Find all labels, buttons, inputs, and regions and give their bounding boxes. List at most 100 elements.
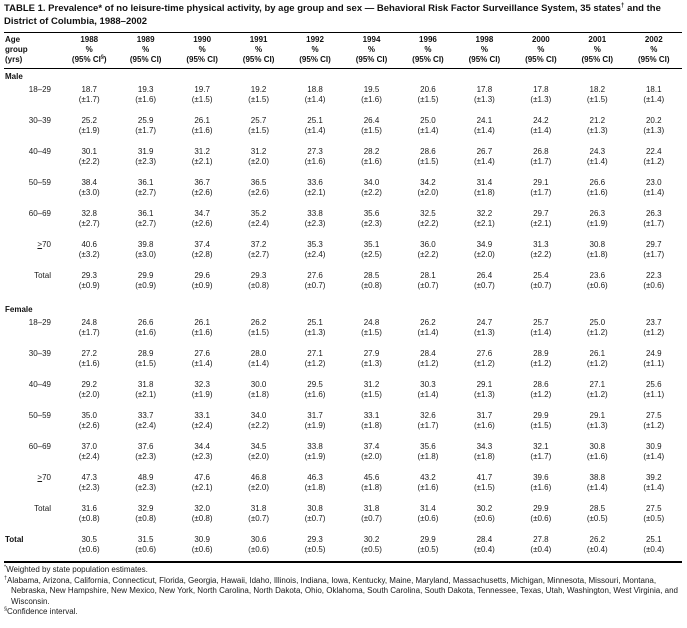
prevalence-value: 38.4 (81, 178, 98, 187)
data-cell: 32.1 (±1.7) (513, 442, 569, 473)
ci-value: (±1.7) (643, 219, 665, 228)
row-label: 40–49 (28, 147, 51, 156)
prevalence-value: 28.6 (533, 380, 549, 389)
prevalence-value: 25.7 (533, 318, 549, 327)
ci-value: (±1.4) (304, 95, 326, 104)
data-cell: 46.8 (±2.0) (230, 473, 286, 504)
ci-value: (±0.5) (643, 514, 665, 523)
ci-value: (±1.6) (586, 452, 608, 461)
prevalence-value: 18.8 (307, 85, 323, 94)
data-cell: 25.0 (±1.4) (400, 116, 456, 147)
data-row: Total 29.3 (±0.9) 29.9 (±0.9) 29.6 (±0.9) 29.3(… (4, 271, 682, 302)
ci-value: (±2.3) (304, 219, 326, 228)
ci-value: (±0.5) (304, 545, 326, 554)
ci-value: (±0.8) (135, 514, 157, 523)
data-cell: 23.6 (±0.6) (569, 271, 625, 302)
prevalence-value: 46.3 (307, 473, 323, 482)
data-cell: 32.0 (±0.8) (174, 504, 230, 535)
ci-value: (±1.4) (473, 157, 495, 166)
prevalence-value: 29.9 (533, 411, 549, 420)
ci-value: (±1.2) (586, 359, 608, 368)
row-label: 60–69 (28, 209, 51, 218)
row-label: 50–59 (28, 178, 51, 187)
ci-value: (±1.8) (361, 421, 382, 430)
prevalence-value: 29.9 (533, 504, 549, 513)
data-cell: 27.6 (±1.4) (174, 349, 230, 380)
year-column-header: 1991% (95% CI) (230, 32, 287, 69)
data-cell: 28.4 (±1.2) (400, 349, 456, 380)
data-cell: 19.5 (±1.6) (343, 85, 399, 116)
ci-value: (±1.5) (417, 95, 439, 104)
prevalence-value: 34.4 (194, 442, 210, 451)
footnote-text: Weighted by state population estimates. (6, 565, 148, 574)
ci-value: (±0.8) (78, 514, 100, 523)
data-cell: 20.2 (±1.3) (626, 116, 682, 147)
data-cell: 37.2 (±2.7) (230, 240, 286, 271)
data-cell: 25.1 (±0.4) (625, 535, 682, 563)
prevalence-value: 38.8 (589, 473, 606, 482)
footnote-text: Alabama, Arizona, California, Connecticu… (7, 575, 678, 606)
prevalence-value: 25.7 (250, 116, 267, 125)
ci-value: (±0.6) (473, 514, 495, 523)
ci-value: (±1.4) (417, 390, 439, 399)
prevalence-value: 47.3 (81, 473, 98, 482)
ci-value: (±1.2) (304, 359, 326, 368)
prevalence-value: 34.3 (476, 442, 493, 451)
data-cell: 46.3 (±1.8) (287, 473, 343, 504)
footnote-text: Confidence interval. (7, 607, 78, 616)
data-cell: 26.2 (±1.5) (230, 318, 286, 349)
prevalence-value: 18.7 (81, 85, 98, 94)
data-cell: 26.3 (±1.7) (626, 209, 682, 240)
ci-value: (±1.8) (248, 390, 269, 399)
ci-label: (95% CI) (186, 55, 218, 64)
prevalence-value: 26.8 (533, 147, 549, 156)
data-cell: 30.8 (±1.8) (569, 240, 625, 271)
prevalence-value: 26.4 (476, 271, 493, 280)
ci-value: (±1.8) (361, 483, 382, 492)
year-column-header: 1992% (95% CI) (286, 32, 344, 69)
table-body: Male 18–29 18.7 (±1.7) 19.3 (±1.6) 19.7 (±1.5) 1… (4, 69, 682, 563)
age-group-header: Age group (yrs) (4, 32, 61, 69)
data-cell: 18.8 (±1.4) (287, 85, 343, 116)
data-cell: 32.9 (±0.8) (117, 504, 173, 535)
data-cell: 36.0 (±2.2) (400, 240, 456, 271)
data-cell: 30.8 (±1.6) (569, 442, 625, 473)
data-cell: 48.9 (±2.3) (117, 473, 173, 504)
prevalence-value: 29.1 (533, 178, 549, 187)
prevalence-value: 28.2 (363, 147, 380, 156)
prevalence-value: 39.6 (533, 473, 549, 482)
prevalence-value: 22.3 (645, 271, 662, 280)
ci-value: (±1.9) (304, 421, 326, 430)
ci-value: (±1.9) (78, 126, 100, 135)
data-cell: 31.7 (±1.6) (456, 411, 512, 442)
prevalence-value: 23.0 (645, 178, 662, 187)
ci-value: (±0.6) (530, 514, 552, 523)
ci-value: (±0.5) (417, 545, 439, 554)
prevalence-value: 35.2 (250, 209, 267, 218)
prevalence-value: 32.3 (194, 380, 210, 389)
prevalence-value: 34.0 (363, 178, 380, 187)
ci-value: (±0.9) (78, 281, 100, 290)
prevalence-value: 20.6 (420, 85, 436, 94)
prevalence-value: 26.2 (420, 318, 436, 327)
footnote-marker: § (4, 606, 8, 613)
data-cell: 28.6 (±1.5) (400, 147, 456, 178)
year-label: 1989 (136, 35, 155, 44)
prevalence-value: 27.5 (645, 411, 662, 420)
data-cell: 30.9 (±1.4) (626, 442, 682, 473)
ci-value: (±1.4) (586, 483, 608, 492)
data-cell: 34.3 (±1.8) (456, 442, 512, 473)
prevalence-value: 28.9 (137, 349, 154, 358)
ci-value: (±1.5) (473, 483, 495, 492)
data-cell: 29.3 (±0.8) (230, 271, 286, 302)
data-cell: 19.7 (±1.5) (174, 85, 230, 116)
data-cell: 23.7 (±1.2) (626, 318, 682, 349)
prevalence-value: 29.1 (476, 380, 493, 389)
age-header-line: (yrs) (5, 55, 23, 64)
data-cell: 31.7 (±1.9) (287, 411, 343, 442)
ci-value: (±1.7) (643, 250, 665, 259)
data-cell: 25.2 (±1.9) (61, 116, 117, 147)
data-cell: 31.3 (±2.2) (513, 240, 569, 271)
prevalence-value: 23.7 (645, 318, 662, 327)
prevalence-value: 27.9 (363, 349, 380, 358)
